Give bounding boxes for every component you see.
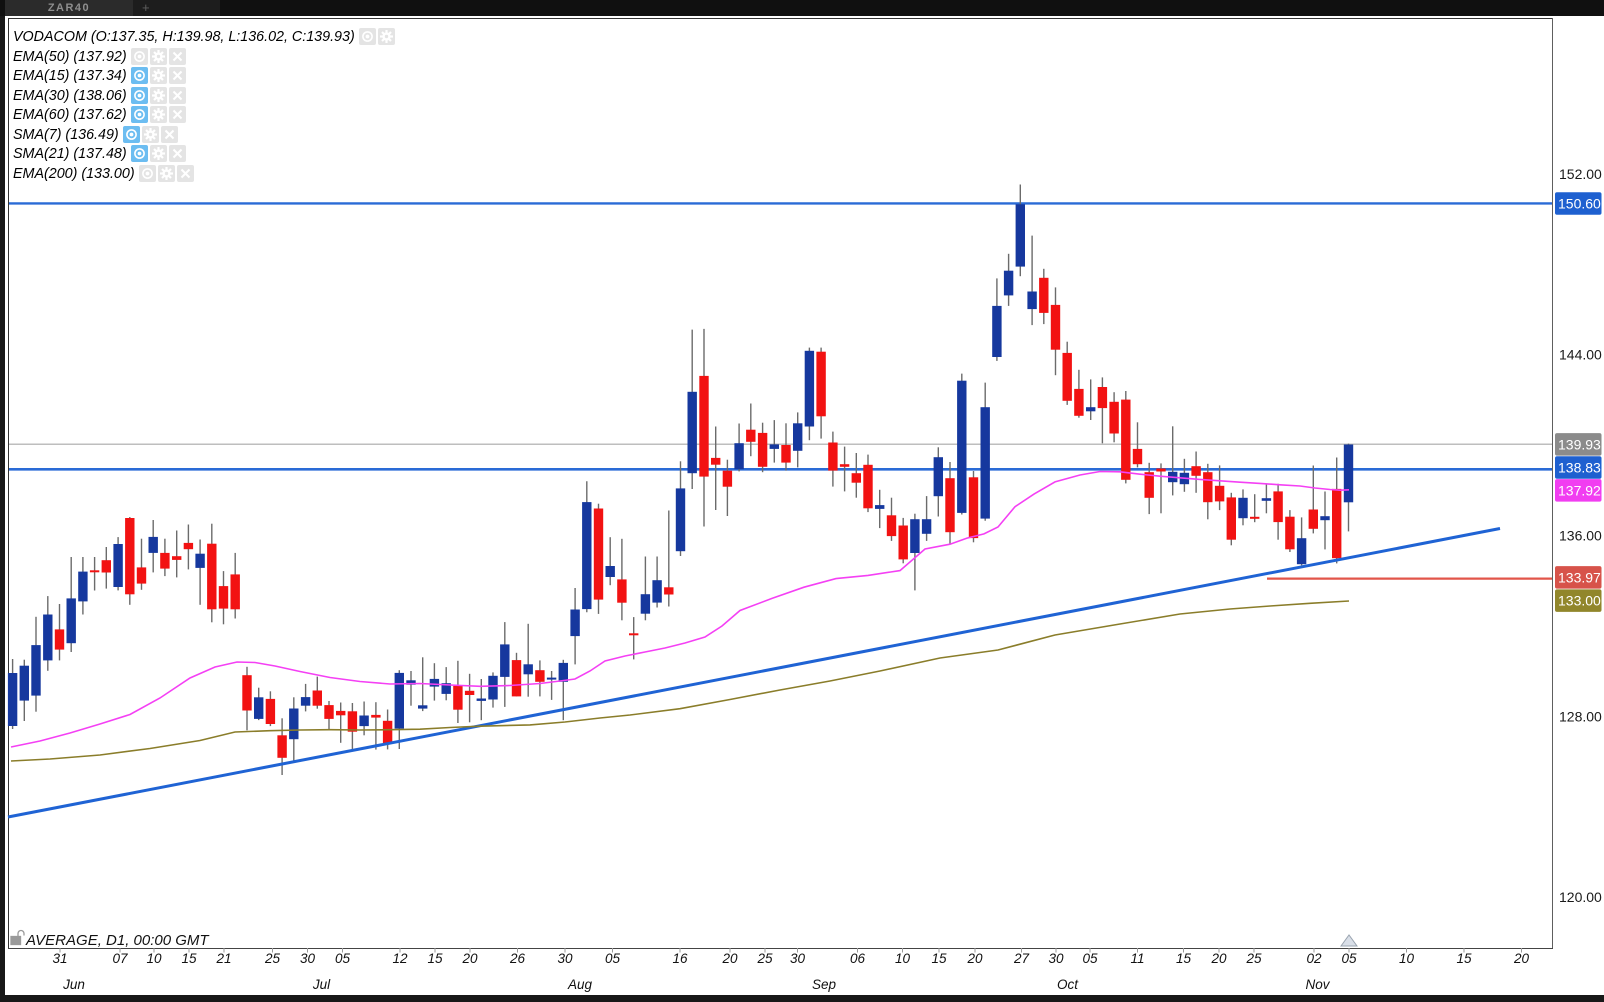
svg-text:15: 15 <box>181 951 197 966</box>
svg-text:144.00: 144.00 <box>1559 347 1602 363</box>
svg-text:05: 05 <box>1082 951 1098 966</box>
svg-text:10: 10 <box>895 951 911 966</box>
svg-text:30: 30 <box>1048 951 1064 966</box>
svg-text:31: 31 <box>52 951 67 966</box>
svg-text:11: 11 <box>1130 951 1144 966</box>
svg-text:10: 10 <box>146 951 162 966</box>
svg-text:Aug: Aug <box>567 977 593 992</box>
svg-text:15: 15 <box>1176 951 1192 966</box>
svg-text:30: 30 <box>300 951 316 966</box>
svg-text:Nov: Nov <box>1305 977 1330 992</box>
svg-text:16: 16 <box>672 951 688 966</box>
svg-text:128.00: 128.00 <box>1559 709 1602 725</box>
svg-text:30: 30 <box>790 951 806 966</box>
svg-text:21: 21 <box>215 951 231 966</box>
svg-text:02: 02 <box>1306 951 1322 966</box>
svg-text:12: 12 <box>392 951 408 966</box>
svg-text:20: 20 <box>1210 951 1227 966</box>
svg-text:20: 20 <box>721 951 738 966</box>
svg-text:137.92: 137.92 <box>1558 482 1601 498</box>
svg-text:05: 05 <box>1341 951 1357 966</box>
svg-text:06: 06 <box>850 951 866 966</box>
svg-text:27: 27 <box>1013 951 1030 966</box>
svg-text:Sep: Sep <box>812 977 837 992</box>
svg-text:150.60: 150.60 <box>1558 195 1601 211</box>
svg-text:05: 05 <box>335 951 351 966</box>
svg-text:AVERAGE, D1, 00:00 GMT: AVERAGE, D1, 00:00 GMT <box>25 932 210 949</box>
svg-text:26: 26 <box>509 951 526 966</box>
svg-text:133.00: 133.00 <box>1558 593 1601 609</box>
svg-text:120.00: 120.00 <box>1559 889 1602 905</box>
svg-text:133.97: 133.97 <box>1558 569 1601 585</box>
svg-text:10: 10 <box>1399 951 1415 966</box>
svg-text:138.83: 138.83 <box>1558 460 1601 476</box>
svg-text:15: 15 <box>931 951 947 966</box>
svg-text:05: 05 <box>605 951 621 966</box>
svg-text:152.00: 152.00 <box>1559 166 1602 182</box>
svg-text:25: 25 <box>1245 951 1262 966</box>
svg-text:07: 07 <box>112 951 128 966</box>
svg-text:139.93: 139.93 <box>1558 436 1601 452</box>
svg-text:20: 20 <box>1513 951 1530 966</box>
svg-text:25: 25 <box>264 951 281 966</box>
svg-text:136.00: 136.00 <box>1559 528 1602 544</box>
svg-text:20: 20 <box>461 951 478 966</box>
svg-text:Jul: Jul <box>312 977 331 992</box>
svg-text:Jun: Jun <box>62 977 85 992</box>
svg-text:20: 20 <box>966 951 983 966</box>
svg-text:25: 25 <box>756 951 773 966</box>
svg-text:15: 15 <box>427 951 443 966</box>
svg-text:Oct: Oct <box>1057 977 1079 992</box>
svg-text:15: 15 <box>1456 951 1472 966</box>
svg-text:30: 30 <box>557 951 573 966</box>
